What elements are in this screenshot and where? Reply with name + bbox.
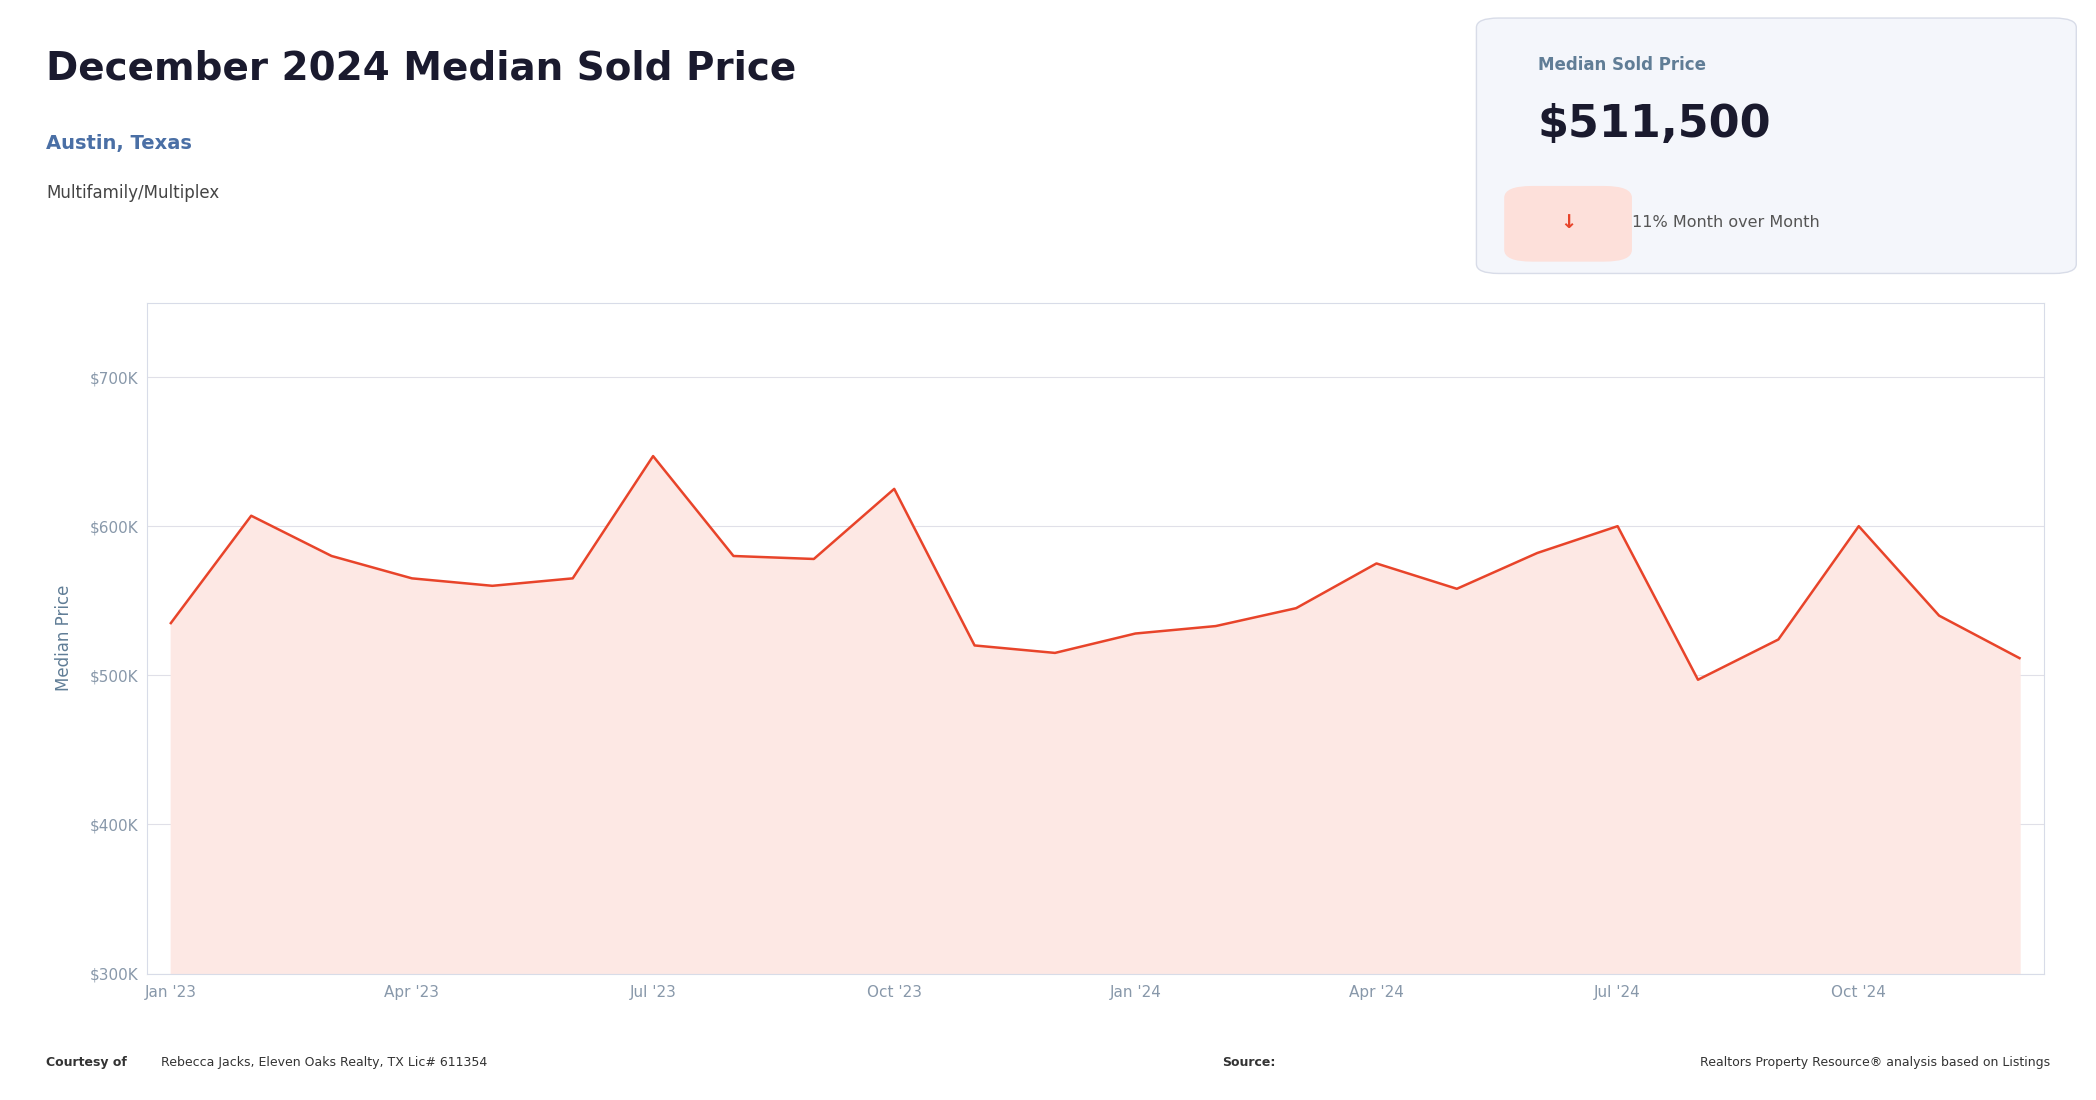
Text: Courtesy of: Courtesy of (46, 1056, 128, 1069)
Text: Rebecca Jacks, Eleven Oaks Realty, TX Lic# 611354: Rebecca Jacks, Eleven Oaks Realty, TX Li… (157, 1056, 488, 1069)
FancyBboxPatch shape (1476, 18, 2077, 274)
Text: Median Sold Price: Median Sold Price (1538, 56, 1706, 74)
Text: Realtors Property Resource® analysis based on Listings: Realtors Property Resource® analysis bas… (1696, 1056, 2050, 1069)
Text: $511,500: $511,500 (1538, 103, 1771, 146)
Text: Source:: Source: (1222, 1056, 1274, 1069)
Text: 11% Month over Month: 11% Month over Month (1633, 216, 1819, 230)
Text: December 2024 Median Sold Price: December 2024 Median Sold Price (46, 50, 796, 88)
Text: ↓: ↓ (1559, 213, 1576, 232)
Y-axis label: Median Price: Median Price (54, 585, 73, 691)
Text: Austin, Texas: Austin, Texas (46, 134, 193, 153)
FancyBboxPatch shape (1505, 186, 1633, 262)
Text: Multifamily/Multiplex: Multifamily/Multiplex (46, 184, 220, 201)
